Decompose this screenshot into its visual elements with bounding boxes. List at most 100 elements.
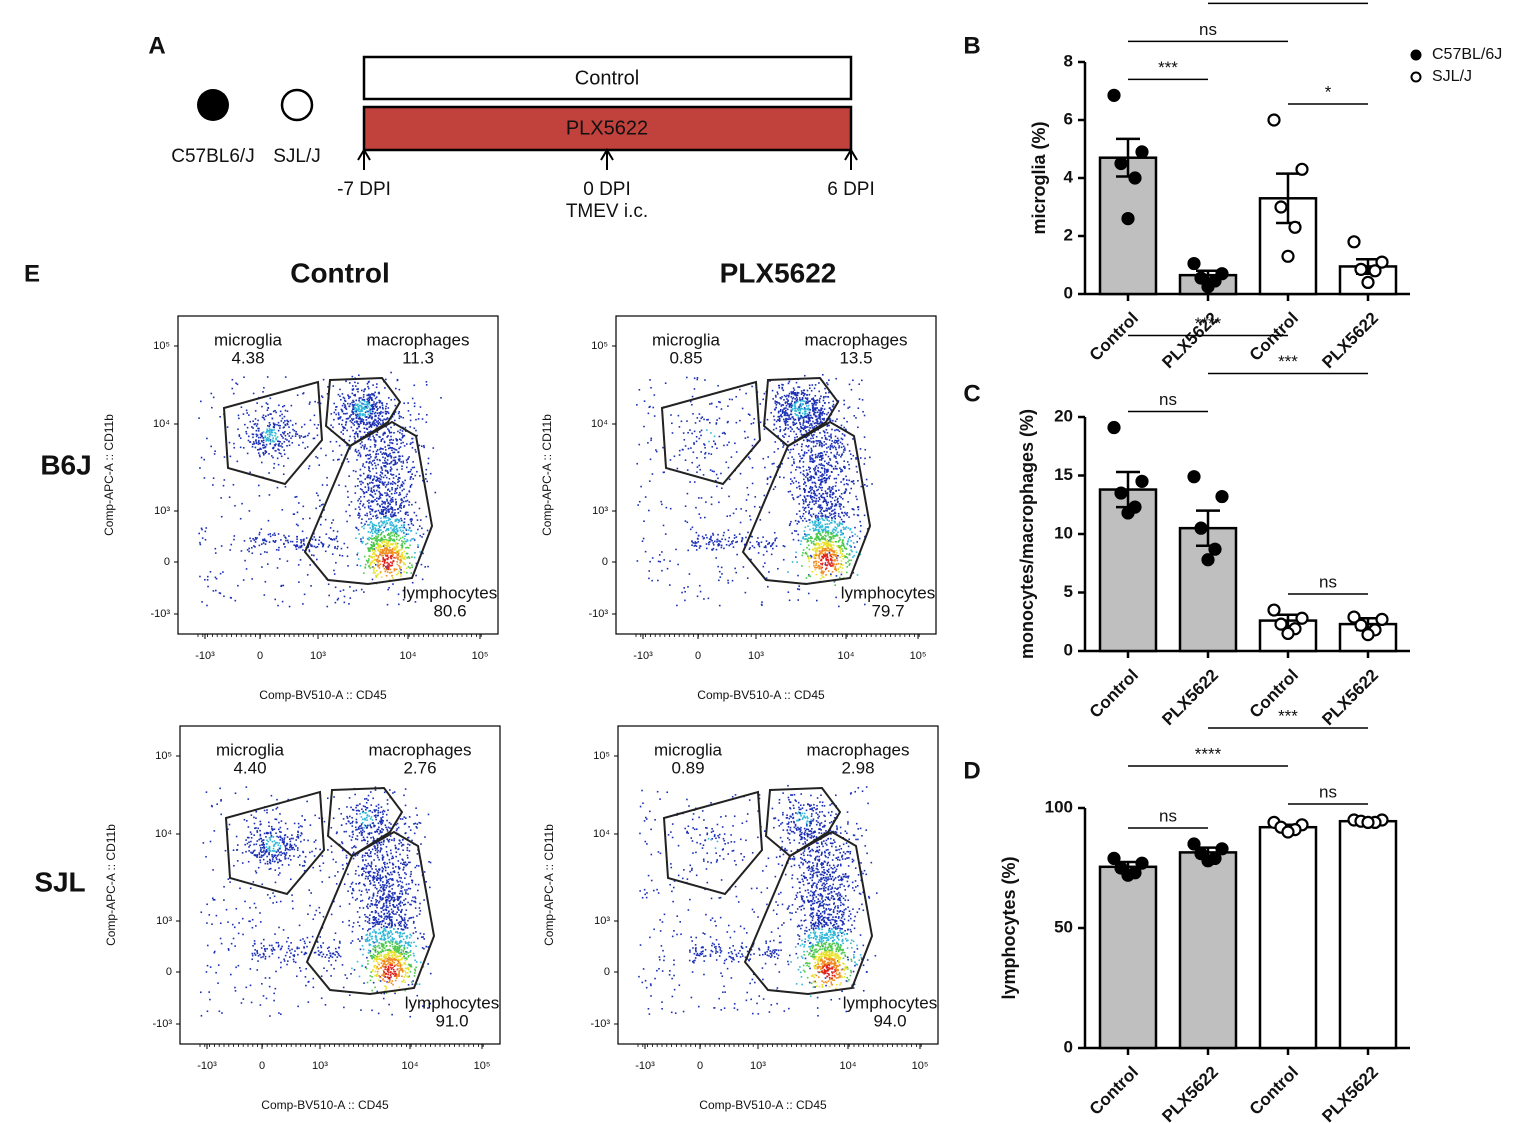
event [778, 420, 781, 422]
event [830, 561, 833, 563]
event [300, 538, 302, 541]
event [377, 536, 379, 538]
event [824, 526, 827, 528]
event [809, 514, 812, 516]
event [849, 545, 852, 547]
event [354, 381, 356, 384]
event [808, 393, 811, 396]
event [372, 410, 374, 413]
event [212, 484, 214, 486]
event [411, 437, 413, 440]
event [311, 545, 313, 548]
event [805, 405, 808, 407]
event [801, 397, 804, 400]
event [745, 499, 748, 501]
event [270, 430, 273, 433]
event [686, 469, 689, 471]
event [819, 539, 821, 542]
event [393, 513, 395, 515]
event [822, 576, 825, 579]
event [284, 409, 287, 412]
event [820, 441, 822, 444]
event [805, 452, 808, 454]
event [365, 423, 367, 426]
event [371, 500, 373, 502]
event [790, 402, 793, 404]
event [687, 431, 689, 434]
event [389, 452, 391, 455]
event [392, 553, 394, 556]
event [367, 402, 369, 404]
event [845, 526, 848, 528]
event [803, 454, 805, 457]
event [843, 545, 846, 548]
event [832, 400, 834, 403]
event [396, 518, 398, 520]
event [811, 520, 814, 523]
event [824, 402, 826, 404]
event [377, 556, 380, 559]
event [263, 444, 265, 447]
event [815, 440, 818, 442]
event [266, 409, 269, 412]
event [243, 540, 246, 542]
event [307, 434, 309, 437]
event [643, 520, 645, 523]
event [368, 462, 370, 464]
event [855, 458, 857, 460]
event [710, 432, 712, 434]
event [841, 438, 844, 441]
event [282, 421, 285, 424]
event [337, 417, 340, 419]
event [340, 454, 343, 456]
event [404, 513, 407, 516]
event [706, 536, 708, 539]
event [297, 524, 299, 527]
event [361, 408, 363, 411]
event [273, 462, 276, 465]
event [251, 433, 254, 436]
event [395, 475, 398, 477]
event [820, 534, 822, 537]
event [831, 562, 833, 565]
x-tick-label: 10⁵ [910, 650, 927, 662]
event [642, 537, 645, 540]
timepoint: 0 DPI [583, 179, 631, 200]
event [381, 506, 384, 508]
event [394, 460, 397, 463]
event [387, 481, 390, 484]
event [365, 419, 368, 421]
event [371, 422, 374, 424]
event [375, 423, 377, 426]
event [406, 552, 409, 555]
event [765, 577, 768, 579]
event [271, 439, 274, 442]
event [810, 537, 812, 540]
event [811, 571, 814, 573]
event [825, 428, 828, 431]
event [774, 539, 776, 542]
event [797, 415, 800, 417]
event [313, 437, 316, 440]
event [728, 536, 731, 539]
event [383, 506, 385, 508]
event [377, 484, 379, 487]
event [381, 494, 384, 496]
event [805, 553, 808, 555]
event [815, 407, 818, 409]
event [336, 598, 339, 601]
event [395, 514, 397, 517]
event [837, 513, 840, 515]
event [821, 513, 823, 515]
data-point [1375, 612, 1389, 627]
event [838, 546, 841, 548]
event [813, 560, 815, 563]
event [254, 446, 257, 449]
event [369, 395, 371, 398]
event [398, 415, 401, 417]
event [834, 584, 836, 586]
event [409, 485, 412, 487]
event [821, 404, 824, 407]
event [804, 425, 806, 428]
event [824, 538, 827, 541]
